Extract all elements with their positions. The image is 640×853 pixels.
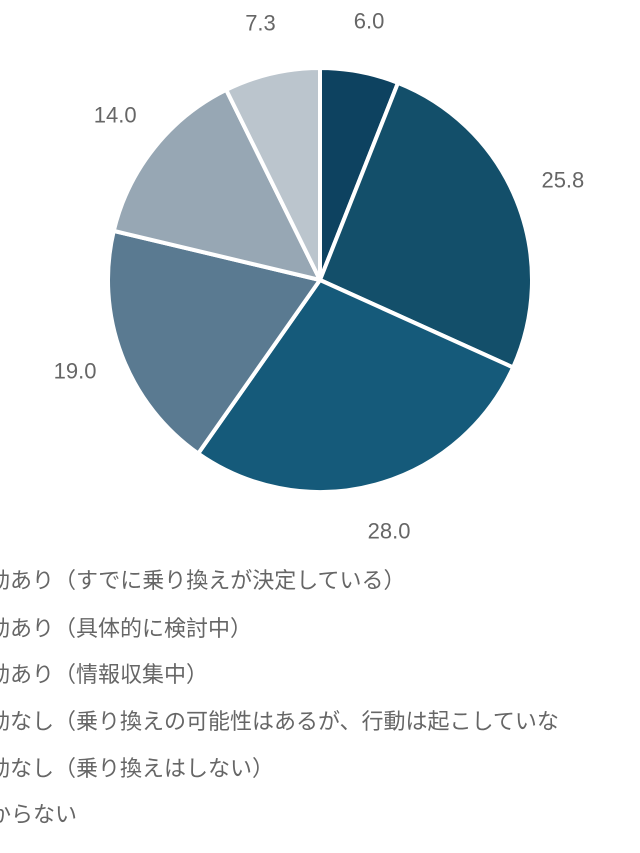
- value-label: 7.3: [245, 11, 276, 36]
- value-label: 25.8: [541, 168, 584, 193]
- legend-label: 動あり（情報収集中）: [0, 663, 208, 688]
- legend-label: 動なし（乗り換えの可能性はあるが、行動は起こしていな: [0, 710, 559, 735]
- legend-label: からない: [0, 803, 77, 828]
- legend-label: 動あり（具体的に検討中）: [0, 617, 252, 642]
- pie-slice: [111, 87, 322, 282]
- value-label: 19.0: [54, 359, 97, 384]
- pie-slice: [224, 66, 322, 282]
- pie-slice: [106, 228, 322, 456]
- legend-label: 動なし（乗り換えはしない）: [0, 757, 274, 782]
- pie-slice: [318, 80, 534, 370]
- pie-slice: [196, 278, 516, 494]
- value-label: 14.0: [94, 102, 137, 127]
- value-label: 28.0: [368, 519, 411, 544]
- value-label: 6.0: [354, 8, 385, 33]
- legend-label: 動あり（すでに乗り換えが決定している）: [0, 569, 406, 594]
